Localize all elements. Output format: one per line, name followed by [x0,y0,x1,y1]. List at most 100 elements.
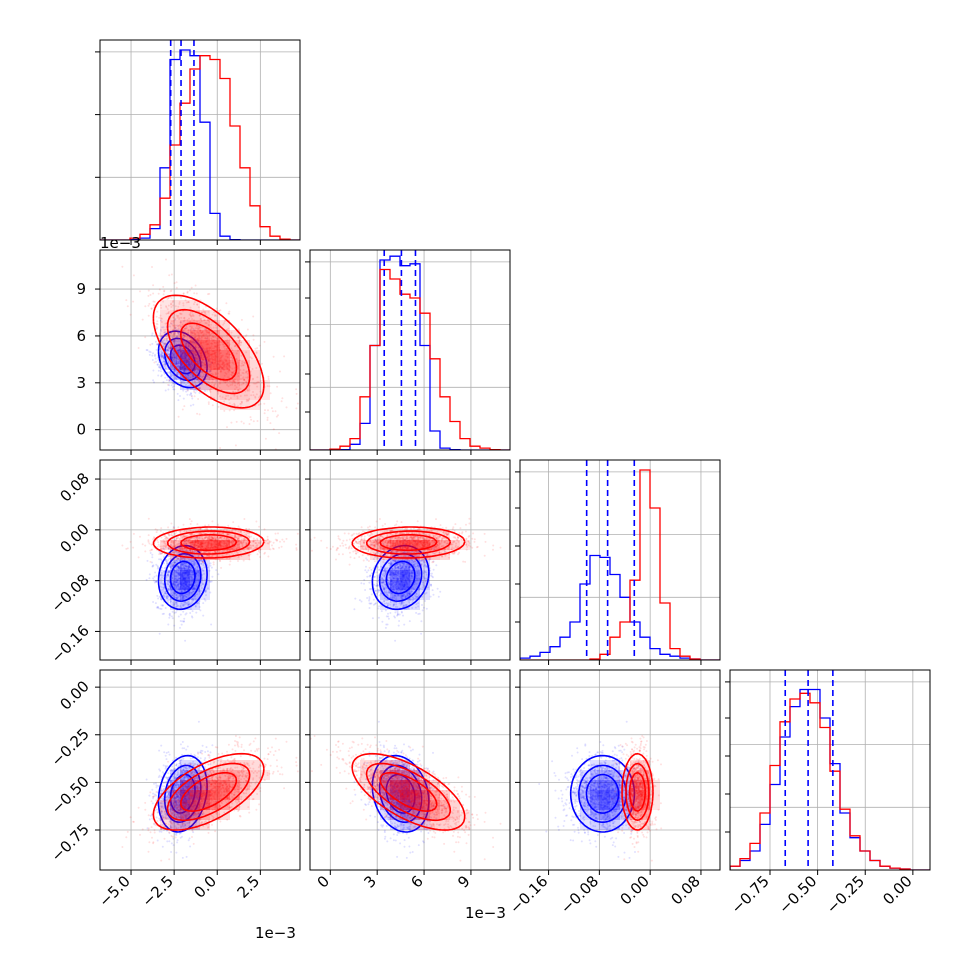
scatter-point-red [228,398,231,401]
scatter-point-red [295,388,298,391]
scatter-point-blue [167,599,170,602]
scatter-point-red [237,342,240,345]
scatter-point-red [185,336,188,339]
scatter-point-red [172,328,175,331]
scatter-point-blue [160,353,163,356]
density-cell-red [240,370,250,380]
scatter-point-red [252,315,255,318]
scatter-point-red [184,299,187,302]
scatter-point-red [256,347,259,350]
density-cell-blue [170,350,180,360]
scatter-point-blue [168,346,171,349]
scatter-point-red [216,523,219,526]
scatter-point-red [240,354,243,357]
scatter-point-blue [188,591,191,594]
scatter-point-blue [164,342,167,345]
scatter-point-red [188,377,191,379]
scatter-point-red [171,301,174,304]
scatter-point-blue [198,375,201,378]
scatter-point-red [250,374,253,377]
scatter-point-red [158,553,161,556]
density-cell-blue [200,370,210,380]
scatter-point-blue [177,582,180,585]
scatter-point-blue [182,563,185,566]
histogram-red [100,55,300,240]
scatter-point-red [207,323,210,326]
scatter-point-red [255,352,258,355]
scatter-point-red [198,326,201,329]
scatter-point-blue [161,604,164,607]
scatter-point-red [169,330,172,333]
scatter-point-blue [160,354,163,357]
scatter-point-blue [191,588,194,591]
scatter-point-red [172,330,175,333]
scatter-point-blue [188,375,190,378]
scatter-point-blue [160,336,163,338]
density-cell-red [170,340,180,350]
scatter-point-blue [160,351,163,354]
scatter-point-red [172,325,175,328]
scatter-point-red [177,325,180,328]
scatter-point-blue [173,572,175,574]
scatter-point-blue [170,346,173,349]
scatter-point-blue [199,373,202,376]
scatter-point-blue [175,362,178,365]
scatter-point-red [194,366,197,369]
scatter-point-red [197,306,200,309]
scatter-point-red [175,286,178,289]
scatter-point-red [169,347,172,350]
scatter-point-blue [204,590,207,593]
scatter-point-red [176,316,179,319]
scatter-point-red [247,399,250,402]
density-cell-blue [170,360,180,370]
scatter-point-blue [172,583,175,586]
scatter-point-blue [178,566,180,569]
scatter-point-red [178,316,181,319]
scatter-point-blue [173,369,176,372]
scatter-point-red [164,334,167,337]
scatter-point-red [204,311,206,314]
scatter-point-blue [156,605,159,608]
scatter-point-red [240,341,243,344]
scatter-point-blue [166,349,169,352]
scatter-point-blue [189,559,192,562]
scatter-point-blue [165,574,168,577]
scatter-point-blue [167,346,170,349]
scatter-point-red [232,380,235,383]
scatter-point-blue [175,551,178,554]
scatter-point-red [197,328,199,331]
scatter-point-blue [160,608,163,610]
scatter-point-blue [168,570,171,573]
scatter-point-red [181,352,184,355]
scatter-point-red [168,379,170,382]
scatter-point-red [234,367,236,369]
scatter-point-red [190,286,193,289]
scatter-point-blue [172,359,174,362]
scatter-point-blue [197,324,200,327]
scatter-point-blue [164,376,167,379]
scatter-point-blue [181,564,184,566]
scatter-point-red [183,334,186,337]
scatter-point-blue [173,624,176,627]
scatter-point-blue [179,321,182,324]
scatter-point-blue [162,588,165,591]
scatter-point-blue [173,388,176,391]
scatter-point-blue [149,552,152,554]
scatter-point-blue [174,581,177,584]
scatter-point-blue [184,327,187,330]
scatter-point-red [189,363,192,366]
scatter-point-blue [177,365,180,368]
scatter-point-red [178,318,181,321]
scatter-point-red [206,389,209,392]
scatter-point-red [189,314,192,316]
scatter-point-red [245,381,248,384]
scatter-point-red [279,370,281,373]
scatter-point-red [184,344,187,347]
scatter-point-red [183,340,186,343]
scatter-point-blue [174,561,177,564]
scatter-point-red [183,351,186,354]
scatter-point-red [250,357,253,360]
density-cell-red [160,310,170,320]
scatter-point-blue [163,339,165,342]
density-cell-red [170,320,180,330]
